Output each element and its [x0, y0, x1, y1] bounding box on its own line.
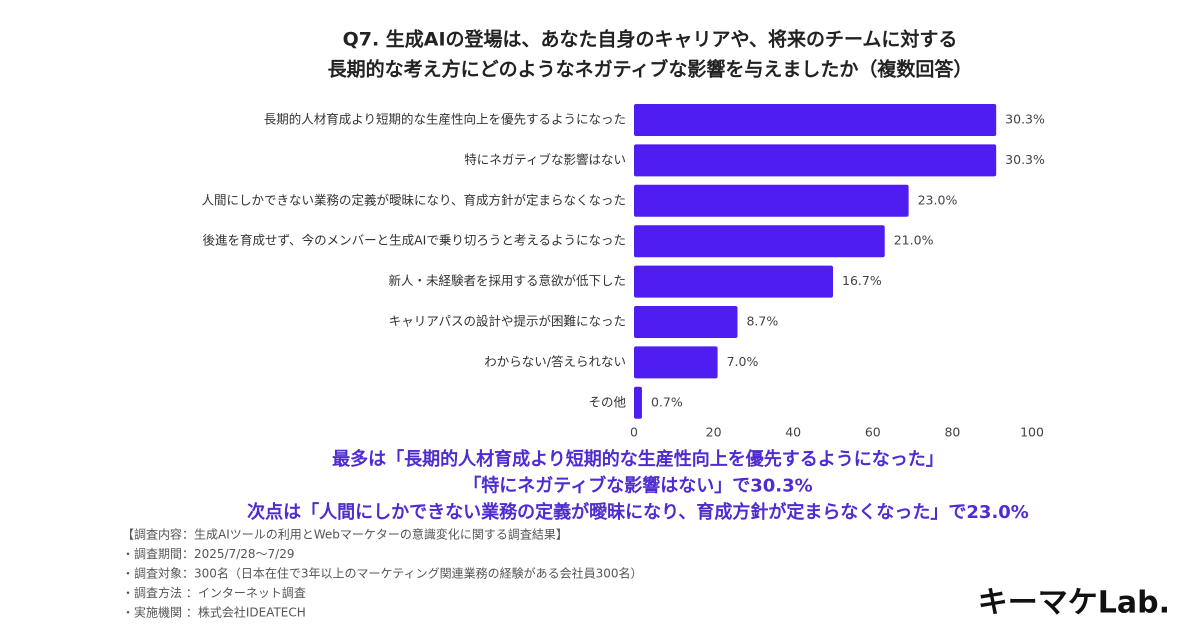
chart-title: Q7. 生成AIの登場は、あなた自身のキャリアや、将来のチームに対する — [343, 28, 958, 51]
y-tick-label: その他 — [588, 394, 626, 409]
y-tick-label: 人間にしかできない業務の定義が曖昧になり、育成方針が定まらなくなった — [201, 192, 626, 207]
y-tick-label: 特にネガティブな影響はない — [464, 152, 626, 167]
value-label: 7.0% — [727, 354, 759, 369]
bar — [634, 104, 997, 136]
y-tick-label: 後進を育成せず、今のメンバーと生成AIで乗り切ろうと考えるようになった — [203, 233, 627, 248]
bar — [634, 144, 997, 177]
x-tick-label: 20 — [706, 425, 722, 440]
bar — [634, 265, 833, 298]
summary: 次点は「人間にしかできない業務の定義が曖昧になり、育成方針が定まらなくなった」で… — [247, 501, 1029, 523]
value-label: 8.7% — [746, 314, 778, 329]
bar — [634, 386, 642, 419]
value-label: 30.3% — [1005, 152, 1045, 167]
bar — [634, 184, 909, 217]
bar — [634, 306, 738, 338]
value-label: 23.0% — [918, 192, 958, 207]
x-tick-label: 100 — [1020, 425, 1044, 440]
value-label: 16.7% — [842, 273, 882, 288]
note: 【調査内容：生成AIツールの利用とWebマーケターの意識変化に関する調査結果】 — [122, 527, 568, 542]
summary: 最多は「長期的人材育成より短期的な生産性向上を優先するようになった」 — [332, 448, 944, 470]
value-label: 0.7% — [651, 394, 683, 409]
note: ・実施機関 ：株式会社IDEATECH — [122, 605, 306, 620]
x-tick-label: 0 — [630, 425, 638, 440]
y-tick-label: キャリアパスの設計や提示が困難になった — [389, 314, 626, 329]
bar — [634, 346, 718, 379]
chart-title: 長期的な考え方にどのようなネガティブな影響を与えましたか（複数回答） — [328, 58, 973, 81]
y-tick-label: 新人・未経験者を採用する意欲が低下した — [388, 273, 626, 288]
note: ・調査対象：300名（日本在住で3年以上のマーケティング関連業務の経験がある会社… — [122, 566, 643, 581]
x-tick-label: 60 — [865, 425, 881, 440]
note: ・調査期間：2025/7/28〜7/29 — [122, 547, 294, 561]
x-tick-label: 40 — [785, 425, 801, 440]
value-label: 21.0% — [894, 233, 934, 248]
value-label: 30.3% — [1005, 112, 1045, 127]
bar — [634, 225, 885, 258]
x-tick-label: 80 — [944, 425, 960, 440]
summary: 「特にネガティブな影響はない」で30.3% — [463, 475, 812, 497]
note: ・調査方法 ：インターネット調査 — [122, 585, 306, 600]
y-tick-label: 長期的人材育成より短期的な生産性向上を優先するようになった — [264, 112, 626, 127]
y-tick-label: わからない/答えられない — [484, 354, 626, 369]
logo: キーマケLab. — [978, 586, 1170, 621]
